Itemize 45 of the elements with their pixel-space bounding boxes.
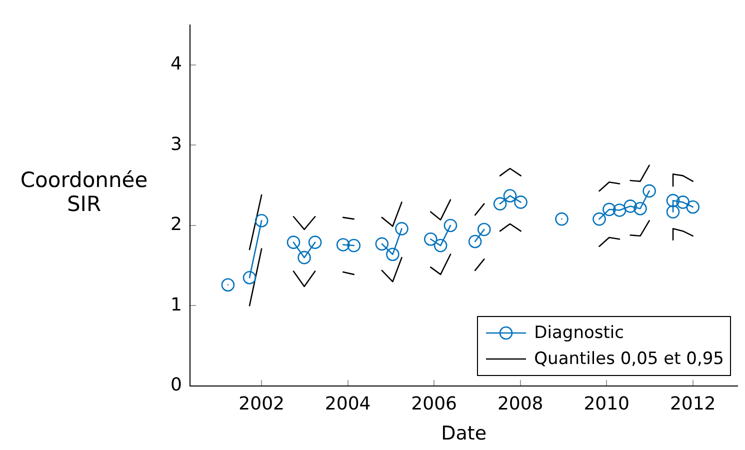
point bbox=[555, 212, 568, 226]
point bbox=[468, 234, 482, 248]
x-axis-title: Date bbox=[441, 422, 487, 445]
point bbox=[493, 197, 507, 210]
point bbox=[395, 222, 408, 236]
point bbox=[477, 222, 491, 236]
point bbox=[386, 248, 400, 262]
point bbox=[676, 196, 690, 209]
x-tick-label: 2008 bbox=[497, 393, 544, 414]
point bbox=[347, 238, 361, 252]
y-axis-title: Coordonnée SIR bbox=[19, 168, 149, 216]
point bbox=[336, 238, 350, 252]
point bbox=[434, 238, 448, 252]
point bbox=[666, 194, 680, 208]
y-tick-label: 1 bbox=[170, 294, 182, 316]
y-tick-label: 2 bbox=[170, 214, 182, 236]
point bbox=[375, 237, 389, 251]
y-tick-label: 3 bbox=[170, 134, 182, 155]
point bbox=[503, 189, 517, 202]
point bbox=[624, 200, 637, 213]
legend-label: Diagnostic bbox=[534, 323, 624, 343]
point bbox=[602, 202, 616, 216]
point bbox=[666, 205, 680, 218]
point bbox=[298, 250, 311, 264]
point bbox=[642, 184, 656, 198]
y-tick-label: 4 bbox=[170, 54, 182, 75]
point bbox=[242, 270, 256, 284]
point bbox=[286, 236, 300, 249]
point bbox=[612, 204, 626, 217]
y-tick-label: 0 bbox=[170, 374, 182, 396]
x-tick-label: 2012 bbox=[670, 393, 716, 414]
point bbox=[221, 278, 235, 292]
x-tick-label: 2004 bbox=[324, 393, 371, 414]
point bbox=[634, 202, 647, 216]
point bbox=[308, 236, 322, 249]
point bbox=[686, 200, 700, 214]
point bbox=[592, 212, 606, 226]
point bbox=[424, 232, 438, 246]
point bbox=[514, 196, 528, 209]
point bbox=[254, 214, 268, 228]
x-tick-label: 2002 bbox=[238, 393, 284, 414]
point bbox=[444, 218, 458, 232]
x-tick-label: 2010 bbox=[584, 393, 630, 414]
x-tick-label: 2006 bbox=[411, 393, 457, 414]
legend-label: Quantiles 0,05 et 0,95 bbox=[534, 349, 724, 369]
